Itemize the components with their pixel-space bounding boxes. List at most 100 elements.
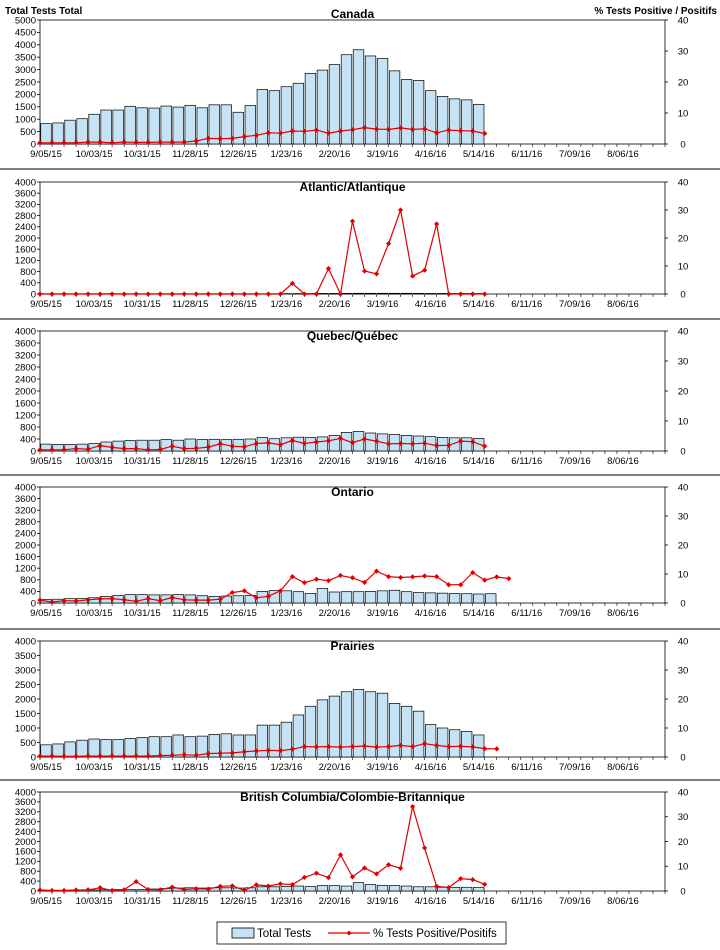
- pct-positive-point: [109, 596, 115, 602]
- pct-positive-point: [169, 884, 175, 890]
- x-tick-label: 10/31/15: [124, 608, 161, 619]
- plot-area: [39, 330, 666, 452]
- pct-positive-point: [458, 128, 464, 134]
- bar-total-tests: [461, 99, 473, 145]
- x-tick-label: 3/19/16: [367, 762, 399, 773]
- pct-positive-point: [385, 743, 392, 750]
- right-tick-label: 10: [678, 108, 689, 119]
- pct-positive-point: [61, 140, 67, 146]
- bar-total-tests: [232, 438, 244, 452]
- pct-positive-point: [446, 291, 452, 297]
- pct-positive-point: [337, 744, 344, 750]
- bar-total-tests: [196, 439, 208, 452]
- right-tick-label: 0: [680, 886, 685, 897]
- bar-total-tests: [316, 699, 329, 758]
- x-tick-label: 8/06/16: [607, 762, 639, 773]
- pct-positive-point: [217, 291, 223, 297]
- bar-total-tests: [304, 437, 317, 452]
- pct-positive-point: [313, 291, 320, 297]
- pct-positive-point: [265, 291, 271, 297]
- left-tick-label: 1000: [15, 723, 36, 734]
- bar-total-tests: [76, 118, 88, 145]
- pct-positive-point: [97, 753, 103, 759]
- x-tick-label: 10/31/15: [124, 896, 161, 907]
- bar-total-tests: [112, 440, 124, 452]
- bar-total-tests: [485, 593, 497, 604]
- bar-total-tests: [76, 739, 88, 758]
- pct-positive-point: [217, 750, 223, 756]
- pct-positive-point: [482, 881, 488, 887]
- x-tick-label: 2/20/16: [319, 896, 351, 907]
- bar-total-tests: [76, 443, 88, 452]
- left-tick-label: 4000: [15, 326, 36, 337]
- x-tick-label: 5/14/16: [463, 456, 495, 467]
- left-tick-label: 1600: [15, 398, 36, 409]
- x-tick-label: 10/03/15: [76, 762, 113, 773]
- pct-positive-point: [313, 576, 320, 582]
- pct-positive-point: [181, 139, 187, 145]
- pct-positive-point: [313, 127, 320, 133]
- left-tick-label: 3600: [15, 338, 36, 349]
- pct-positive-point: [109, 291, 115, 297]
- left-tick-label: 0: [31, 886, 36, 897]
- pct-positive-point: [337, 291, 344, 297]
- x-tick-label: 5/14/16: [463, 608, 495, 619]
- bar-total-tests: [100, 595, 112, 604]
- pct-positive-point: [301, 291, 308, 297]
- left-tick-label: 2800: [15, 362, 36, 373]
- pct-positive-point: [157, 139, 163, 145]
- bar-total-tests: [52, 444, 64, 452]
- pct-positive-point: [133, 598, 139, 604]
- bar-total-tests: [88, 113, 100, 145]
- bar-total-tests: [40, 443, 52, 452]
- pct-positive-point: [85, 753, 91, 759]
- pct-positive-point: [301, 874, 308, 880]
- pct-positive-point: [349, 874, 356, 880]
- pct-positive-point: [446, 442, 452, 448]
- pct-positive-point: [373, 126, 380, 132]
- right-axis-title: % Tests Positive / Positifs: [594, 6, 717, 17]
- right-tick-label: 40: [678, 177, 689, 188]
- bar-total-tests: [364, 591, 377, 604]
- pct-positive-point: [446, 127, 452, 133]
- bar-total-tests: [328, 64, 341, 145]
- pct-positive-point: [325, 578, 332, 584]
- bar-total-tests: [52, 122, 64, 145]
- bar-total-tests: [304, 705, 317, 758]
- bar-total-tests: [292, 714, 305, 758]
- pct-positive-point: [145, 447, 151, 453]
- left-tick-label: 800: [20, 267, 36, 278]
- x-tick-label: 10/31/15: [124, 456, 161, 467]
- bar-total-tests: [220, 733, 232, 758]
- pct-positive-point: [349, 440, 356, 446]
- panel-title: Atlantic/Atlantique: [299, 180, 405, 194]
- left-tick-label: 500: [20, 127, 36, 138]
- right-tick-label: 0: [680, 446, 685, 457]
- pct-positive-point: [325, 875, 332, 881]
- pct-positive-point: [205, 444, 211, 450]
- x-tick-label: 6/11/16: [511, 896, 542, 907]
- bar-total-tests: [172, 106, 184, 145]
- bar-total-tests: [424, 90, 437, 145]
- pct-positive-point: [169, 594, 175, 601]
- bar-total-tests: [364, 55, 377, 145]
- pct-positive-point: [325, 130, 332, 136]
- x-tick-label: 11/28/15: [172, 608, 208, 619]
- left-tick-label: 1200: [15, 857, 36, 868]
- left-tick-label: 0: [31, 446, 36, 457]
- left-tick-label: 800: [20, 867, 36, 878]
- bar-total-tests: [352, 292, 365, 295]
- pct-positive-point: [265, 747, 271, 753]
- bar-total-tests: [196, 735, 208, 758]
- pct-positive-point: [169, 752, 175, 758]
- pct-positive-point: [85, 887, 91, 893]
- left-tick-label: 4000: [15, 787, 36, 798]
- pct-positive-point: [253, 132, 259, 138]
- bar-total-tests: [184, 438, 196, 452]
- left-axis-title: Total Tests Total: [5, 6, 82, 17]
- right-tick-label: 30: [678, 812, 689, 823]
- bar-total-tests: [340, 54, 353, 145]
- right-tick-label: 10: [678, 723, 689, 734]
- pct-positive-point: [409, 441, 416, 447]
- right-tick-label: 40: [678, 326, 689, 337]
